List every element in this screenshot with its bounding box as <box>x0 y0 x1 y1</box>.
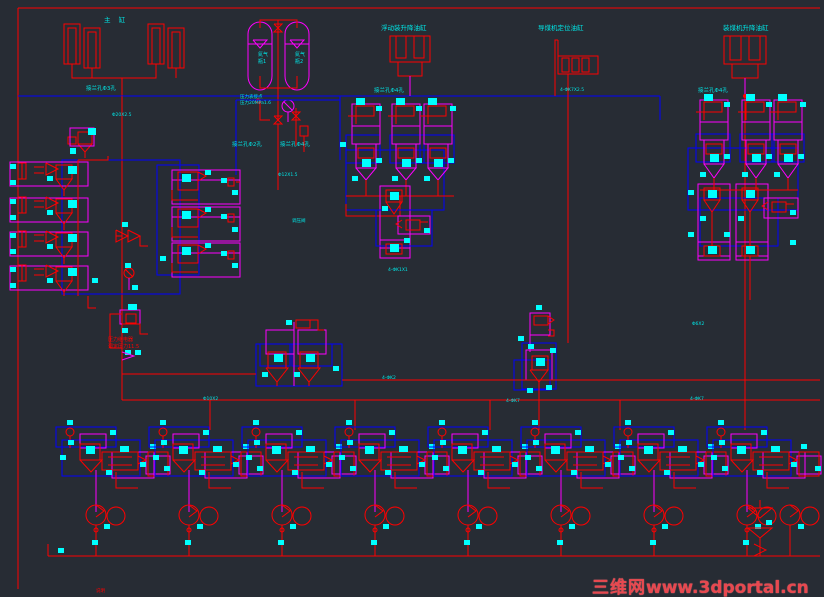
guide-cylinder-symbol <box>554 39 599 300</box>
label-flange-hole-phi4c: 接兰孔Φ4孔 <box>698 86 728 94</box>
right-extra-unit <box>747 500 820 557</box>
label-flange-hole-phi2: 接兰孔Φ2孔 <box>232 140 262 148</box>
label-pressure-note-b: 调定压力11.5 <box>108 343 139 350</box>
label-pipe-note-bus-d: 4-ΦK7 <box>690 396 704 402</box>
label-pipe-note-bus-a: Φ10X2 <box>203 396 218 402</box>
label-pipe-note-bus-c: 4-ΦK7 <box>506 398 520 404</box>
bottom-station-row <box>55 420 822 557</box>
label-valve-note-mid: 调压阀 <box>292 217 306 224</box>
return-bus-top <box>18 95 661 160</box>
label-gas-bottle-1-b: 瓶1 <box>258 58 266 65</box>
label-flange-hole-phi4a: 接兰孔Φ4孔 <box>280 140 310 148</box>
label-accumulator-note-a: 压力表接点 <box>240 93 263 100</box>
label-pipe-note-left: Φ20X2.5 <box>112 112 132 118</box>
annotation-layer: 主 缸 氮气 瓶1 氮气 瓶2 接兰孔Φ3孔 Φ20X2.5 压力表接点 压力2… <box>86 15 769 594</box>
watermark-cn: 三维网 <box>592 578 646 597</box>
valve-bank-charger <box>687 94 806 300</box>
sheet-border <box>17 7 820 589</box>
valve-bank-hoist <box>340 98 456 259</box>
label-hoist-cylinder: 浮动装升降油缸 <box>381 23 427 32</box>
watermark: 三维网www.3dportal.cn <box>592 573 809 597</box>
nitrogen-accumulator-1 <box>247 21 273 91</box>
bottom-station <box>55 420 171 556</box>
label-pipe-note-center: 4-ΦK1X1 <box>388 267 408 273</box>
port-markers <box>10 164 98 288</box>
label-pipe-note-right: Φ6X2 <box>692 321 704 327</box>
left-aux-pump <box>67 131 94 158</box>
label-flange-hole-phi3: 接兰孔Φ3孔 <box>86 84 116 92</box>
main-cylinder-group <box>63 23 185 96</box>
label-flange-hole-phi4b: 接兰孔Φ4孔 <box>374 86 404 94</box>
label-gas-bottle-2-a: 氮气 <box>295 51 305 58</box>
label-accumulator-note-b: 压力20MPa1.6 <box>240 99 271 106</box>
label-charger-cylinder: 装煤机升降油缸 <box>723 23 769 32</box>
label-pipe-note-mid: Φ12X1.5 <box>278 172 298 178</box>
label-pipe-note-bus-b: 4-ΦK2 <box>382 375 396 381</box>
label-main-cylinder: 主 缸 <box>104 15 128 24</box>
label-bottom-note: 说明 <box>96 587 105 594</box>
watermark-url: www.3dportal.cn <box>646 578 809 597</box>
valve-bank-left <box>9 156 181 309</box>
label-gas-bottle-1-a: 氮气 <box>258 51 268 58</box>
distribution-bus <box>121 300 820 430</box>
guide-valve-station <box>513 305 557 400</box>
label-coke-guide: 导煤机定位油缸 <box>538 23 584 32</box>
label-pressure-note-a: 压力继电器 <box>108 336 133 343</box>
center-valve-block <box>122 319 820 387</box>
valve-bank-mid-left <box>156 164 241 278</box>
tank-bus-bottom <box>47 544 820 557</box>
accumulator-piping <box>255 19 309 190</box>
label-gas-bottle-2-b: 瓶2 <box>295 58 303 65</box>
label-note-4x2: 4-ΦK7X2.5 <box>560 87 584 93</box>
return-frame-mid <box>235 99 340 175</box>
nitrogen-accumulator-2 <box>284 21 310 91</box>
